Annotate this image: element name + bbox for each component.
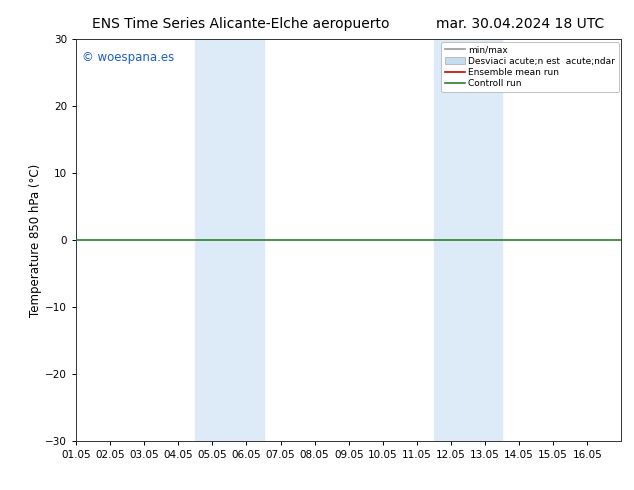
Text: mar. 30.04.2024 18 UTC: mar. 30.04.2024 18 UTC [436,17,604,31]
Y-axis label: Temperature 850 hPa (°C): Temperature 850 hPa (°C) [29,164,42,317]
Text: ENS Time Series Alicante-Elche aeropuerto: ENS Time Series Alicante-Elche aeropuert… [92,17,390,31]
Bar [434,39,502,441]
Text: © woespana.es: © woespana.es [82,51,174,64]
Legend: min/max, Desviaci acute;n est  acute;ndar, Ensemble mean run, Controll run: min/max, Desviaci acute;n est acute;ndar… [441,42,619,92]
Bar [195,39,264,441]
